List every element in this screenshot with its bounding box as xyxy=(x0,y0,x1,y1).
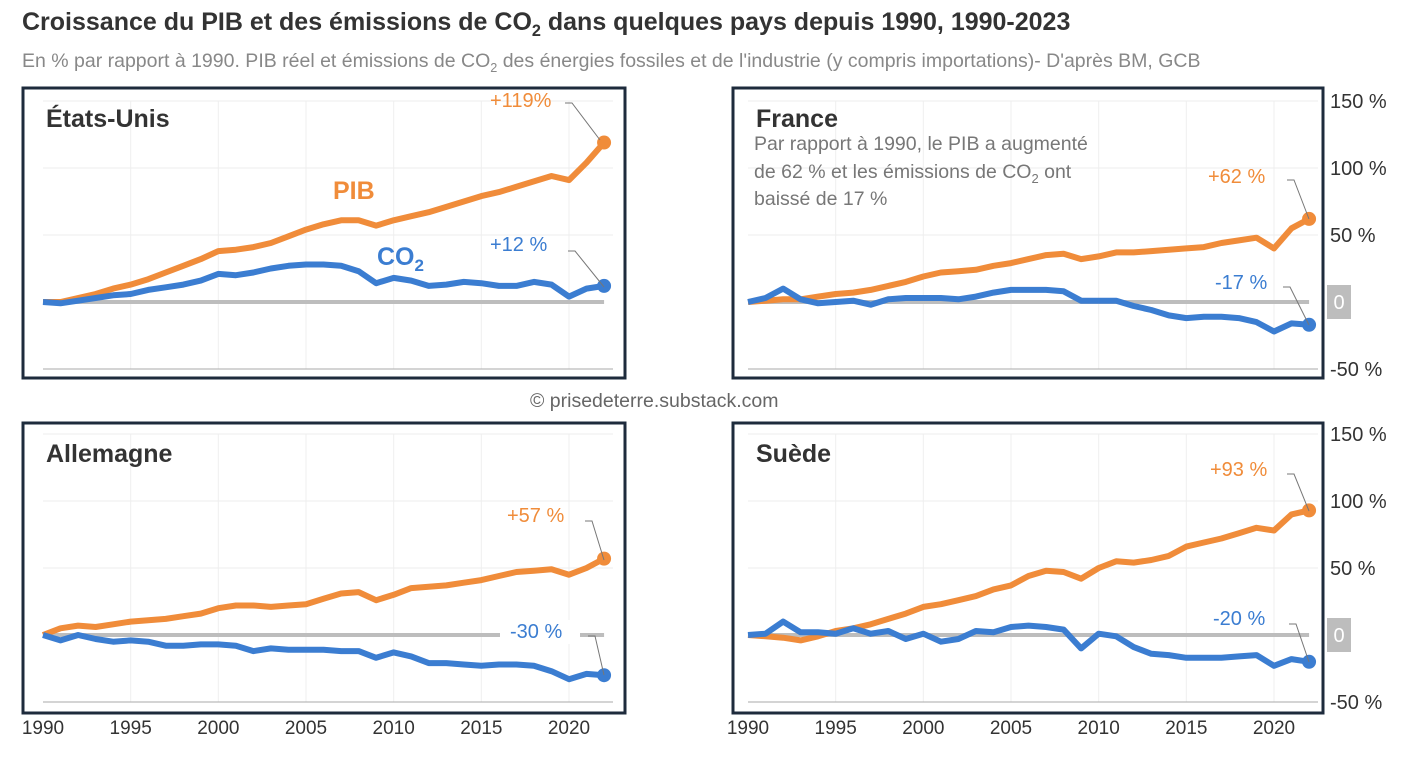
subscript: 2 xyxy=(415,256,424,275)
x-tick-label: 2010 xyxy=(1078,718,1120,739)
y-tick-label: 100 % xyxy=(1330,158,1387,180)
y-tick-label: 150 % xyxy=(1330,91,1387,113)
x-tick-label: 2015 xyxy=(460,718,502,739)
panel-note-line: Par rapport à 1990, le PIB a augmenté xyxy=(754,133,1088,155)
leader-line xyxy=(585,520,605,561)
panel-title: Suède xyxy=(756,440,831,468)
x-tick-label: 2020 xyxy=(1253,718,1295,739)
y-tick-label: 50 % xyxy=(1330,558,1376,580)
gdp-line xyxy=(41,555,606,638)
x-tick-label: 1995 xyxy=(815,718,857,739)
chart-title: Croissance du PIB et des émissions de CO… xyxy=(22,8,1070,41)
y-tick-label: 150 % xyxy=(1330,424,1387,446)
co2-line xyxy=(42,632,605,683)
x-tick-label: 2005 xyxy=(285,718,327,739)
y-tick-label: 0 xyxy=(1333,292,1344,314)
y-tick-label: 50 % xyxy=(1330,225,1376,247)
zero-tick-box xyxy=(1327,285,1351,319)
title-tail: dans quelques pays depuis 1990, 1990-202… xyxy=(540,8,1071,36)
y-tick-label: 100 % xyxy=(1330,491,1387,513)
gdp-line xyxy=(43,140,607,305)
gdp-end-label: +119% xyxy=(490,90,552,112)
label-background xyxy=(500,620,580,644)
panel-étatsunis: +119% +12 % États-Unis PIB CO2 xyxy=(21,86,627,380)
co2-series-label: CO2 xyxy=(377,243,424,275)
subtitle-text: En % par rapport à 1990. PIB réel et émi… xyxy=(22,50,491,72)
x-tick-label: 2010 xyxy=(373,718,415,739)
co2-end-label: +12 % xyxy=(490,234,547,256)
y-tick-label: -50 % xyxy=(1330,692,1382,714)
note-text: ont xyxy=(1039,161,1072,183)
gdp-end-label: +93 % xyxy=(1210,459,1267,481)
x-tick-label: 2000 xyxy=(902,718,944,739)
subtitle-tail: des énergies fossiles et de l'industrie … xyxy=(497,50,1201,72)
gdp-endpoint xyxy=(597,135,612,150)
panel-title: États-Unis xyxy=(46,104,170,133)
leader-line xyxy=(1289,623,1310,663)
subscript: 2 xyxy=(1031,171,1038,186)
panel-frame xyxy=(731,86,1325,380)
panel-title: Allemagne xyxy=(46,440,173,468)
subtitle-subscript: 2 xyxy=(490,60,498,75)
panel-sude: +93 % -20 % Suède 150 % 100 % 50 % -50 % 0 1990 1… xyxy=(727,421,1387,739)
y-tick-label: 0 xyxy=(1333,625,1344,647)
co2-line xyxy=(747,618,1310,669)
panel-frame xyxy=(21,421,627,715)
panel-allemagne: +57 % -30 % Allemagne 1990 1995 2000 2005 2010 2… xyxy=(21,421,627,739)
panel-note-line: de 62 % et les émissions de CO2 ont xyxy=(754,161,1072,186)
leader-line xyxy=(565,102,601,141)
gdp-end-label: +57 % xyxy=(507,505,564,527)
leader-line xyxy=(1283,286,1310,326)
co2-line xyxy=(747,285,1310,335)
panel-title: France xyxy=(756,105,838,133)
leader-line xyxy=(1287,179,1310,220)
title-text: Croissance du PIB et des émissions de CO xyxy=(22,8,532,36)
x-tick-label: 2005 xyxy=(990,718,1032,739)
chart-subtitle: En % par rapport à 1990. PIB réel et émi… xyxy=(22,50,1201,75)
panel-note-line: baissé de 17 % xyxy=(754,188,887,210)
leader-line xyxy=(1287,473,1310,512)
credit-text: © prisedeterre.substack.com xyxy=(530,390,778,412)
panel-frame xyxy=(731,421,1325,715)
gdp-series-label: PIB xyxy=(333,177,375,205)
x-tick-label: 1990 xyxy=(727,718,769,739)
x-tick-label: 1995 xyxy=(110,718,152,739)
panel-frame xyxy=(21,86,627,380)
x-tick-label: 2000 xyxy=(197,718,239,739)
x-tick-label: 2015 xyxy=(1165,718,1207,739)
title-subscript: 2 xyxy=(531,22,541,40)
co2-line xyxy=(42,261,605,307)
co2-end-label: -20 % xyxy=(1213,608,1265,630)
zero-tick-box xyxy=(1327,618,1351,652)
co2-end-label: -17 % xyxy=(1215,272,1267,294)
x-tick-label: 1990 xyxy=(22,718,64,739)
x-tick-label: 2020 xyxy=(548,718,590,739)
leader-line xyxy=(568,250,605,288)
co2-end-label: -30 % xyxy=(510,621,562,643)
y-tick-label: -50 % xyxy=(1330,359,1382,381)
leader-line xyxy=(588,635,605,676)
gdp-end-label: +62 % xyxy=(1208,166,1265,188)
gdp-line xyxy=(747,216,1311,305)
co2-endpoint xyxy=(597,668,612,683)
